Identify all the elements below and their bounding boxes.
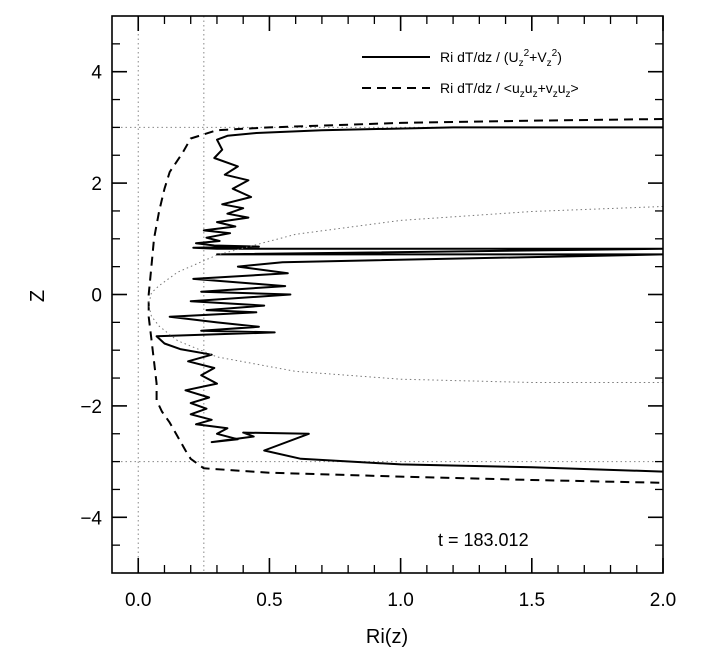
- legend: Ri dT/dz / (Uz2+Vz2) Ri dT/dz / <uzuz+vz…: [362, 48, 579, 100]
- y-axis-title: Z: [27, 290, 49, 302]
- time-annotation: t = 183.012: [438, 530, 529, 550]
- legend-label-dashed: Ri dT/dz / <uzuz+vzuz>: [440, 80, 579, 100]
- y-tick-label: 2: [91, 174, 102, 195]
- series-line-dotted: [148, 206, 663, 383]
- y-tick-label: 4: [91, 63, 102, 84]
- reference-lines: [112, 16, 663, 573]
- x-tick-label: 1.5: [519, 590, 545, 611]
- x-tick-label: 0.0: [125, 590, 151, 611]
- plot-frame: [111, 15, 664, 574]
- x-tick-label: 1.0: [387, 590, 413, 611]
- y-tick-label: −4: [80, 508, 102, 529]
- series-layer: [147, 118, 663, 484]
- y-tick-label: 0: [91, 286, 102, 307]
- axis-ticks: [112, 16, 664, 573]
- series-line-solid: [155, 126, 663, 473]
- x-tick-label: 2.0: [650, 590, 676, 611]
- x-tick-label: 0.5: [256, 590, 282, 611]
- axis-tick-labels: 0.0 0.5 1.0 1.5 2.0 −4 −2 0 2 4: [80, 63, 676, 611]
- x-axis-title: Ri(z): [366, 626, 408, 648]
- y-tick-label: −2: [80, 397, 102, 418]
- legend-label-solid: Ri dT/dz / (Uz2+Vz2): [440, 48, 562, 69]
